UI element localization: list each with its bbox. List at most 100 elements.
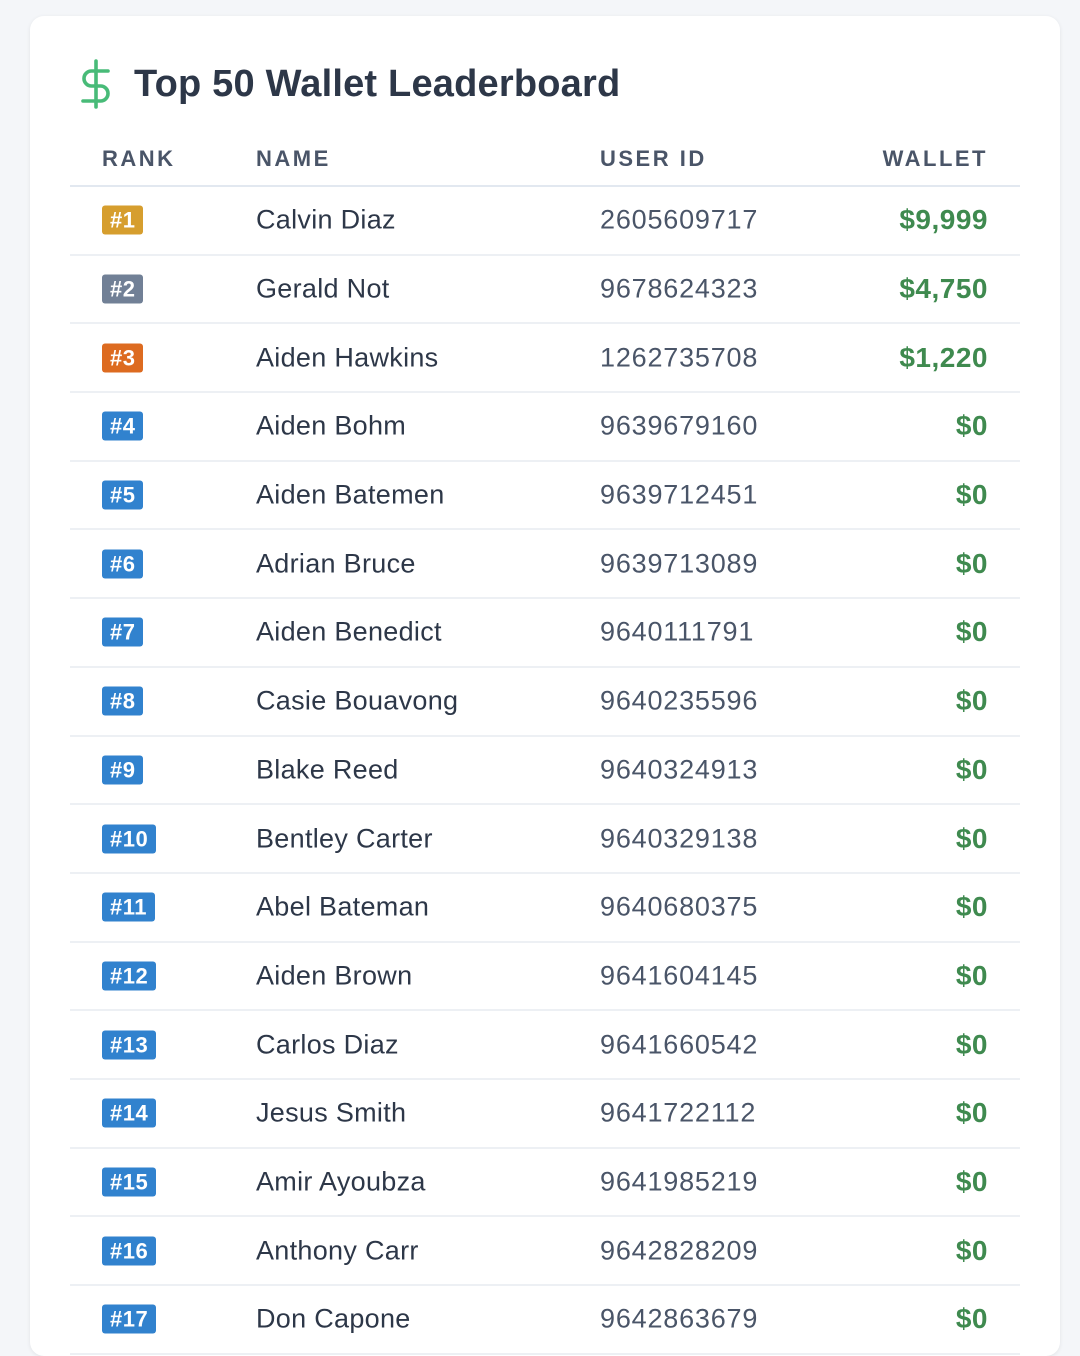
rank-cell: #2: [102, 274, 144, 304]
rank-cell: #16: [102, 1236, 157, 1266]
player-name: Abel Bateman: [256, 891, 430, 922]
wallet-amount: $0: [955, 959, 988, 991]
rank-cell: #8: [102, 686, 144, 716]
table-row: #16 Anthony Carr 9642828209 $0: [70, 1217, 1020, 1286]
rank-cell: #6: [102, 549, 144, 579]
rank-badge: #8: [102, 686, 144, 716]
wallet-amount: $0: [955, 891, 988, 923]
rank-badge: #9: [102, 755, 144, 785]
table-row: #10 Bentley Carter 9640329138 $0: [70, 805, 1020, 874]
player-name: Aiden Batemen: [256, 479, 445, 510]
rank-badge: #15: [102, 1167, 157, 1197]
rank-badge: #4: [102, 411, 144, 441]
header: Top 50 Wallet Leaderboard: [74, 54, 620, 114]
user-id: 9640329138: [600, 823, 759, 854]
table-row: #12 Aiden Brown 9641604145 $0: [70, 943, 1020, 1012]
player-name: Aiden Hawkins: [256, 342, 439, 373]
rank-badge: #12: [102, 961, 157, 991]
wallet-amount: $0: [955, 1028, 988, 1060]
table-row: #7 Aiden Benedict 9640111791 $0: [70, 599, 1020, 668]
player-name: Aiden Brown: [256, 960, 413, 991]
player-name: Bentley Carter: [256, 823, 433, 854]
user-id: 9641604145: [600, 960, 759, 991]
column-header-name: NAME: [256, 146, 331, 171]
user-id: 9639712451: [600, 479, 759, 510]
rank-badge: #1: [102, 205, 144, 235]
column-header-user-id: USER ID: [600, 146, 707, 171]
wallet-amount: $0: [955, 547, 988, 579]
rank-badge: #10: [102, 824, 157, 854]
rank-cell: #3: [102, 343, 144, 373]
table-body: #1 Calvin Diaz 2605609717 $9,999 #2 Gera…: [70, 187, 1020, 1355]
wallet-amount: $4,750: [899, 273, 988, 305]
user-id: 9640111791: [600, 616, 755, 647]
wallet-amount: $0: [955, 1097, 988, 1129]
table-row: #6 Adrian Bruce 9639713089 $0: [70, 530, 1020, 600]
table-row: #4 Aiden Bohm 9639679160 $0: [70, 393, 1020, 462]
wallet-amount: $0: [955, 685, 988, 717]
user-id: 9639713089: [600, 548, 759, 579]
wallet-amount: $0: [955, 410, 988, 442]
rank-cell: #9: [102, 755, 144, 785]
rank-badge: #11: [102, 892, 155, 922]
wallet-amount: $9,999: [899, 204, 988, 236]
table-row: #1 Calvin Diaz 2605609717 $9,999: [70, 187, 1020, 256]
column-header-rank: RANK: [102, 146, 176, 171]
player-name: Aiden Bohm: [256, 410, 407, 441]
user-id: 1262735708: [600, 342, 759, 373]
rank-cell: #13: [102, 1030, 157, 1060]
rank-cell: #4: [102, 411, 144, 441]
player-name: Anthony Carr: [256, 1235, 419, 1266]
table-row: #14 Jesus Smith 9641722112 $0: [70, 1080, 1020, 1149]
dollar-icon: [74, 57, 118, 111]
table-row: #9 Blake Reed 9640324913 $0: [70, 737, 1020, 806]
rank-badge: #5: [102, 480, 144, 510]
rank-badge: #14: [102, 1098, 157, 1128]
user-id: 9639679160: [600, 410, 759, 441]
column-header-wallet: WALLET: [882, 146, 988, 171]
rank-cell: #5: [102, 480, 144, 510]
table-row: #2 Gerald Not 9678624323 $4,750: [70, 256, 1020, 325]
player-name: Carlos Diaz: [256, 1029, 399, 1060]
player-name: Amir Ayoubza: [256, 1166, 426, 1197]
rank-badge: #6: [102, 549, 144, 579]
leaderboard-card: Top 50 Wallet Leaderboard RANK NAME USER…: [30, 16, 1060, 1356]
wallet-amount: $0: [955, 822, 988, 854]
user-id: 9640324913: [600, 754, 759, 785]
wallet-amount: $0: [955, 616, 988, 648]
player-name: Blake Reed: [256, 754, 399, 785]
rank-badge: #13: [102, 1030, 157, 1060]
player-name: Don Capone: [256, 1303, 411, 1334]
table-row: #15 Amir Ayoubza 9641985219 $0: [70, 1149, 1020, 1218]
player-name: Gerald Not: [256, 273, 390, 304]
rank-badge: #7: [102, 617, 144, 647]
rank-cell: #1: [102, 205, 144, 235]
wallet-amount: $0: [955, 1234, 988, 1266]
wallet-amount: $1,220: [899, 341, 988, 373]
wallet-amount: $0: [955, 1303, 988, 1335]
player-name: Jesus Smith: [256, 1097, 407, 1128]
rank-badge: #17: [102, 1304, 157, 1334]
table-row: #17 Don Capone 9642863679 $0: [70, 1286, 1020, 1355]
rank-cell: #17: [102, 1304, 157, 1334]
rank-cell: #11: [102, 892, 155, 922]
leaderboard-table: RANK NAME USER ID WALLET #1 Calvin Diaz …: [70, 128, 1020, 1355]
rank-badge: #16: [102, 1236, 157, 1266]
rank-badge: #2: [102, 274, 144, 304]
wallet-amount: $0: [955, 479, 988, 511]
player-name: Casie Bouavong: [256, 685, 459, 716]
rank-cell: #14: [102, 1098, 157, 1128]
rank-cell: #15: [102, 1167, 157, 1197]
user-id: 9641985219: [600, 1166, 759, 1197]
page-title: Top 50 Wallet Leaderboard: [134, 62, 621, 105]
user-id: 2605609717: [600, 204, 759, 235]
user-id: 9678624323: [600, 273, 759, 304]
wallet-amount: $0: [955, 1165, 988, 1197]
user-id: 9640235596: [600, 685, 759, 716]
user-id: 9642863679: [600, 1303, 759, 1334]
table-row: #8 Casie Bouavong 9640235596 $0: [70, 668, 1020, 737]
rank-cell: #10: [102, 824, 157, 854]
wallet-amount: $0: [955, 753, 988, 785]
rank-cell: #12: [102, 961, 157, 991]
rank-badge: #3: [102, 343, 144, 373]
